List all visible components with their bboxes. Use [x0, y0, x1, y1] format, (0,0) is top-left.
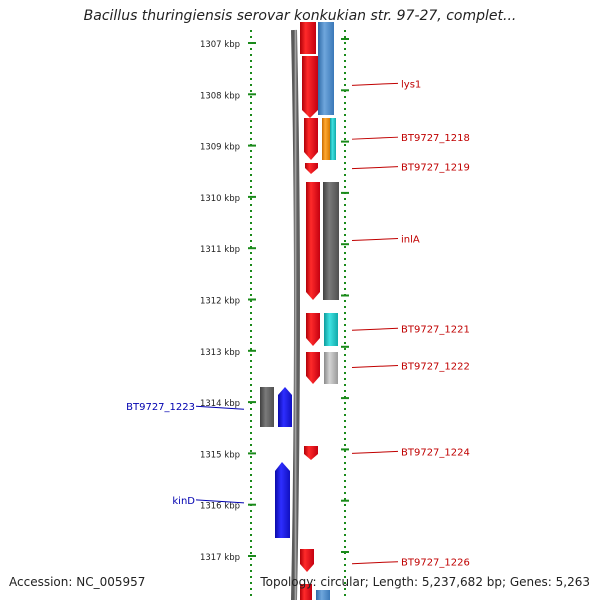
ruler-tick-label: 1308 kbp: [200, 91, 240, 101]
accession-text: Accession: NC_005957: [9, 575, 146, 589]
gene-label-leader: [351, 238, 399, 242]
gene-lys1-arrow[interactable]: [302, 56, 318, 118]
gene-bt9727-1226-arrow[interactable]: [300, 549, 314, 572]
cog-strip-lys1: [318, 22, 334, 115]
ruler-tick-label: 1317 kbp: [200, 553, 240, 563]
ruler-tick-label: 1312 kbp: [200, 297, 240, 307]
ruler-tick-label: 1309 kbp: [200, 143, 240, 153]
gene-label-leader: [351, 136, 399, 140]
gene-bt9727-1218-arrow[interactable]: [304, 118, 318, 160]
gene-label-leader: [351, 450, 399, 454]
gene-label[interactable]: kinD: [172, 496, 195, 507]
gene-kind-arrow[interactable]: [275, 462, 290, 538]
gene-label-leader: [195, 405, 245, 410]
gene-label-leader: [351, 166, 399, 170]
gene-inla-arrow[interactable]: [306, 182, 320, 300]
gene-label[interactable]: BT9727_1226: [401, 558, 470, 569]
gene-label-leader: [195, 499, 245, 504]
ruler-tick-label: 1315 kbp: [200, 450, 240, 460]
gene-label[interactable]: BT9727_1218: [401, 133, 470, 144]
gene-label[interactable]: inlA: [401, 235, 420, 246]
cog-strip-bt9727-1218-a: [322, 118, 330, 160]
cog-strip-bt9727-1223: [260, 387, 274, 427]
feature-downstream-blue: [316, 590, 330, 600]
feature-upstream-red-tip: [300, 40, 316, 54]
map-title: Bacillus thuringiensis serovar konkukian…: [83, 8, 517, 24]
gene-label-leader: [351, 82, 399, 86]
gene-label-leader: [351, 561, 399, 565]
gene-bt9727-1223-arrow[interactable]: [278, 387, 292, 427]
ruler-tick-label: 1307 kbp: [200, 40, 240, 50]
gene-label[interactable]: BT9727_1221: [401, 324, 470, 335]
gene-label[interactable]: BT9727_1219: [401, 163, 470, 174]
cog-strip-bt9727-1221: [324, 313, 338, 346]
ruler-tick-label: 1311 kbp: [200, 245, 240, 255]
chromosome-backbone: [291, 29, 300, 600]
left-gene-labels: BT9727_1223 kinD: [126, 402, 245, 507]
gene-bt9727-1222-arrow[interactable]: [306, 352, 320, 384]
kbp-ruler: 1307 kbp 1308 kbp 1309 kbp 1310 kbp 1311 kbp…: [200, 40, 256, 563]
ruler-tick-label: 1310 kbp: [200, 194, 240, 204]
ruler-tick-label: 1314 kbp: [200, 399, 240, 409]
gene-label[interactable]: BT9727_1223: [126, 402, 195, 413]
gene-label[interactable]: lys1: [401, 79, 421, 90]
right-gene-labels: lys1 BT9727_1218 BT9727_1219 inlA BT9727_122…: [351, 79, 470, 569]
gene-label-leader: [351, 327, 399, 331]
gene-bt9727-1224-arrow[interactable]: [304, 446, 318, 460]
topology-text: Topology: circular; Length: 5,237,682 bp…: [260, 575, 590, 589]
gene-bt9727-1221-arrow[interactable]: [306, 313, 320, 346]
gene-label[interactable]: BT9727_1224: [401, 447, 470, 458]
cog-strip-bt9727-1222: [324, 352, 338, 384]
cog-strip-bt9727-1218-b: [330, 118, 336, 160]
feature-downstream-red: [300, 584, 312, 600]
gene-label-leader: [351, 364, 399, 368]
gene-bt9727-1219-arrow[interactable]: [305, 163, 318, 174]
ruler-tick-label: 1316 kbp: [200, 502, 240, 512]
cog-strip-inla: [323, 182, 339, 300]
ruler-tick-label: 1313 kbp: [200, 348, 240, 358]
gene-label[interactable]: BT9727_1222: [401, 361, 470, 372]
right-tick-marks: [341, 38, 349, 553]
